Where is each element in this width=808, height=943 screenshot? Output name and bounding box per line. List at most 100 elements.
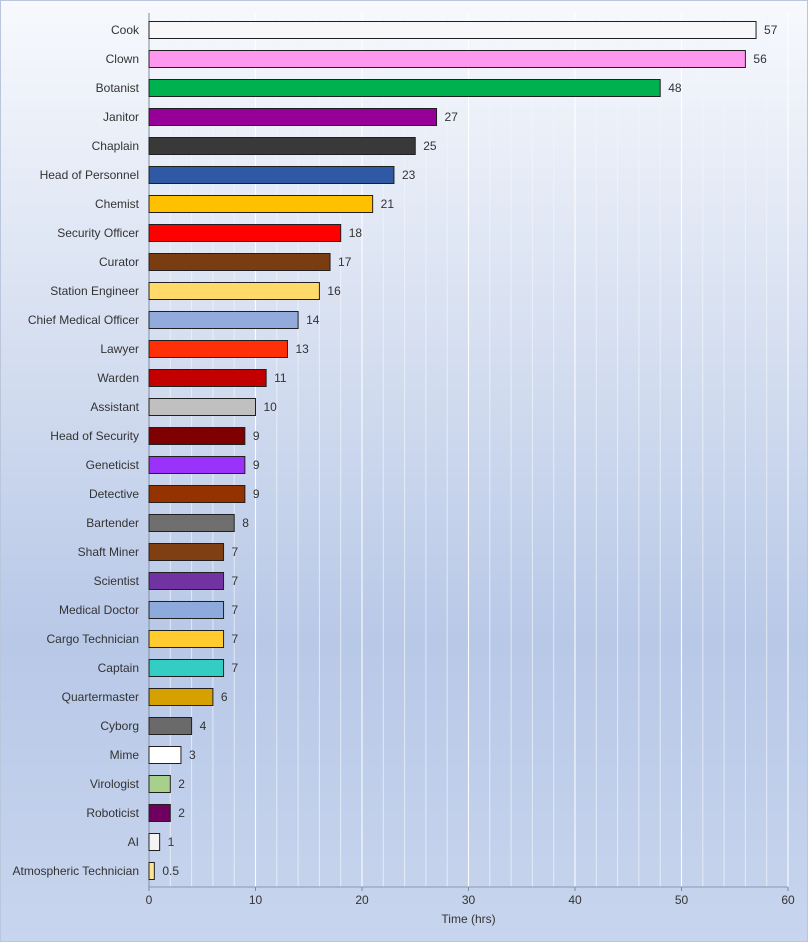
- category-label: Warden: [97, 371, 139, 385]
- bar: [148, 775, 171, 793]
- value-label: 9: [253, 429, 260, 443]
- bar: [148, 166, 395, 184]
- value-label: 13: [295, 342, 309, 356]
- x-tick-label: 30: [462, 893, 476, 907]
- category-label: Janitor: [103, 110, 139, 124]
- bar: [148, 79, 661, 97]
- bar: [148, 369, 267, 387]
- category-label: Head of Security: [50, 429, 139, 443]
- bar: [148, 572, 225, 590]
- grid-layer: [148, 13, 789, 888]
- category-label: Mime: [110, 748, 140, 762]
- x-tick-label: 20: [355, 893, 369, 907]
- value-label: 10: [264, 400, 278, 414]
- category-label: Atmospheric Technician: [12, 864, 139, 878]
- bar: [148, 282, 320, 300]
- category-label: Botanist: [96, 81, 140, 95]
- value-label: 6: [221, 690, 228, 704]
- category-label: Detective: [89, 487, 139, 501]
- value-label: 2: [178, 777, 185, 791]
- value-label: 23: [402, 168, 416, 182]
- value-label: 7: [232, 632, 239, 646]
- value-label: 7: [232, 603, 239, 617]
- bar: [148, 137, 416, 155]
- value-label: 7: [232, 574, 239, 588]
- value-label: 17: [338, 255, 352, 269]
- bar: [148, 195, 374, 213]
- value-label: 21: [381, 197, 395, 211]
- bar: [148, 253, 331, 271]
- x-tick-label: 60: [781, 893, 795, 907]
- value-label: 56: [753, 52, 767, 66]
- bar: [148, 398, 256, 416]
- category-label: Security Officer: [57, 226, 139, 240]
- value-label: 9: [253, 487, 260, 501]
- value-label: 27: [445, 110, 459, 124]
- category-label: Quartermaster: [62, 690, 139, 704]
- bar: [148, 50, 746, 68]
- value-label: 57: [764, 23, 778, 37]
- bar: [148, 108, 438, 126]
- bar: [148, 862, 155, 880]
- bar: [148, 804, 171, 822]
- x-tick-label: 40: [568, 893, 582, 907]
- category-label: Scientist: [94, 574, 140, 588]
- bar: [148, 427, 246, 445]
- category-label: Chaplain: [92, 139, 139, 153]
- category-label: Lawyer: [100, 342, 139, 356]
- value-label: 25: [423, 139, 437, 153]
- category-label: Roboticist: [86, 806, 139, 820]
- value-label: 8: [242, 516, 249, 530]
- category-label: AI: [128, 835, 139, 849]
- value-label: 14: [306, 313, 320, 327]
- value-label: 3: [189, 748, 196, 762]
- category-label: Geneticist: [86, 458, 140, 472]
- category-label: Shaft Miner: [78, 545, 139, 559]
- value-label: 16: [327, 284, 341, 298]
- bar: [148, 688, 214, 706]
- category-label: Cook: [111, 23, 140, 37]
- bar-layer: [148, 21, 757, 880]
- category-label: Cyborg: [100, 719, 139, 733]
- category-label: Station Engineer: [50, 284, 139, 298]
- x-tick-label: 10: [249, 893, 263, 907]
- category-label: Assistant: [90, 400, 139, 414]
- category-label: Head of Personnel: [40, 168, 139, 182]
- x-axis-title: Time (hrs): [441, 912, 495, 926]
- bar: [148, 485, 246, 503]
- category-label: Clown: [106, 52, 139, 66]
- category-label: Chemist: [95, 197, 140, 211]
- bar: [148, 340, 288, 358]
- value-label: 48: [668, 81, 682, 95]
- x-tick-label: 0: [146, 893, 153, 907]
- value-label: 18: [349, 226, 363, 240]
- value-label: 7: [232, 545, 239, 559]
- category-label: Virologist: [90, 777, 140, 791]
- category-label: Curator: [99, 255, 139, 269]
- bar: [148, 456, 246, 474]
- value-label: 0.5: [162, 864, 179, 878]
- category-label: Cargo Technician: [46, 632, 139, 646]
- bar: [148, 601, 225, 619]
- value-label: 7: [232, 661, 239, 675]
- value-label: 1: [168, 835, 175, 849]
- bar: [148, 630, 225, 648]
- category-label: Bartender: [86, 516, 139, 530]
- category-label: Chief Medical Officer: [28, 313, 139, 327]
- bar: [148, 746, 182, 764]
- bar: [148, 833, 161, 851]
- bar: [148, 21, 757, 39]
- value-label: 11: [274, 371, 287, 385]
- bar: [148, 514, 235, 532]
- bar: [148, 311, 299, 329]
- category-label: Medical Doctor: [59, 603, 139, 617]
- bar: [148, 543, 225, 561]
- category-label: Captain: [98, 661, 139, 675]
- value-label: 9: [253, 458, 260, 472]
- bar: [148, 224, 342, 242]
- x-tick-label: 50: [675, 893, 689, 907]
- value-label: 4: [200, 719, 207, 733]
